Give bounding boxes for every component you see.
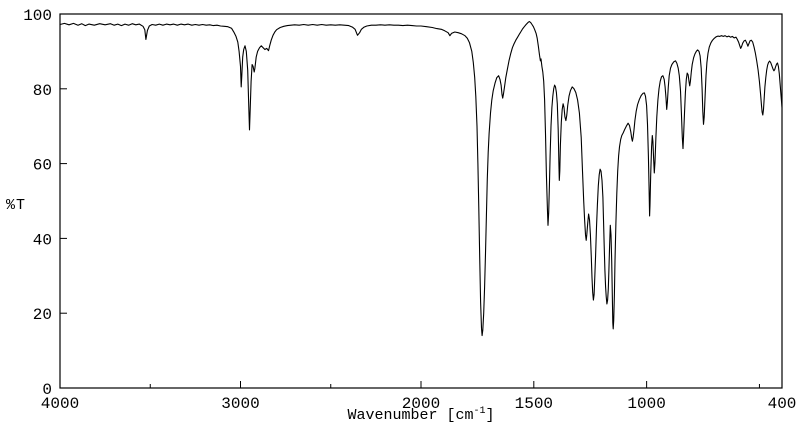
y-tick-label: 20 <box>33 306 52 324</box>
x-tick-label: 2000 <box>402 395 440 413</box>
y-axis-title: %T <box>6 197 27 214</box>
y-axis-ticks: 0 20 40 60 80 100 <box>23 7 67 399</box>
y-tick-label: 60 <box>33 157 52 175</box>
spectrum-line <box>59 20 783 337</box>
y-tick-label: 80 <box>33 82 52 100</box>
x-axis-title-text: Wavenumber [cm <box>347 407 474 424</box>
x-tick-label: 1500 <box>515 395 553 413</box>
x-tick-label: 3000 <box>221 395 259 413</box>
y-tick-label: 40 <box>33 231 52 249</box>
plot-frame <box>59 13 783 389</box>
x-axis-title-superscript: -1 <box>473 406 486 417</box>
y-tick-label: 0 <box>42 381 52 399</box>
y-tick-label: 100 <box>23 7 52 25</box>
x-tick-label: 1000 <box>627 395 665 413</box>
x-tick-label: 400 <box>768 395 797 413</box>
x-axis-title-suffix: ] <box>485 407 495 424</box>
x-axis-title: Wavenumber [cm-1] <box>0 406 800 424</box>
x-tick-label: 4000 <box>41 395 79 413</box>
x-axis-ticks: 4000 3000 2000 1500 1000 400 <box>41 381 797 413</box>
